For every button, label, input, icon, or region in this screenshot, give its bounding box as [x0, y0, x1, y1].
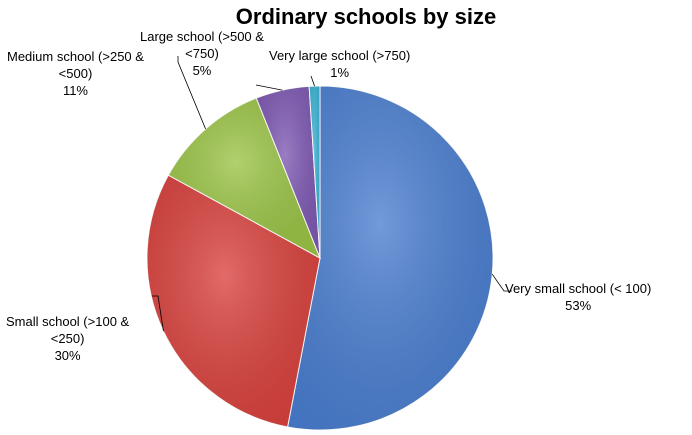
slice-label-very-large: Very large school (>750) 1%	[269, 48, 411, 80]
slice-label-large: Large school (>500 & <750) 5%	[140, 29, 264, 78]
chart-title: Ordinary schools by size	[235, 4, 497, 29]
leader-line	[152, 295, 164, 332]
leader-line	[310, 75, 315, 87]
slice-label-medium: Medium school (>250 & <500) 11%	[7, 49, 144, 98]
slice-shading	[309, 86, 320, 258]
slice-shading	[287, 85, 494, 430]
slice-shading	[146, 175, 320, 427]
leader-line	[255, 84, 283, 91]
leader-line	[177, 56, 206, 130]
leader-line	[491, 273, 512, 292]
slice-label-small: Small school (>100 & <250) 30%	[6, 314, 130, 363]
slice-shading	[256, 86, 320, 258]
slice-label-very-small: Very small school (< 100) 53%	[505, 281, 652, 313]
slice-shading	[168, 98, 320, 258]
